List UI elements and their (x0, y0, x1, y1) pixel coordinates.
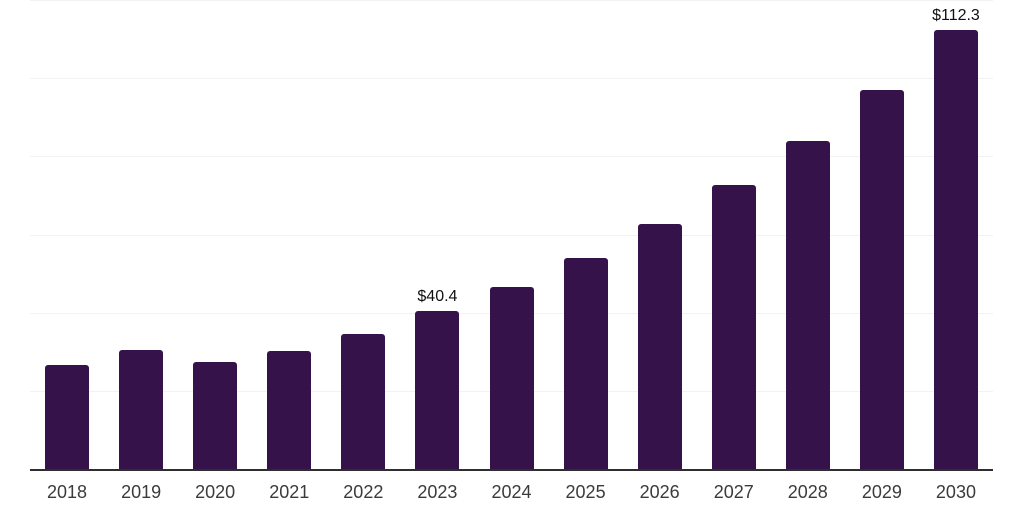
x-tick-2027: 2027 (713, 482, 754, 502)
x-tick-2022: 2022 (343, 482, 384, 502)
x-tick-2024: 2024 (491, 482, 532, 502)
x-tick-2023: 2023 (417, 482, 458, 502)
gridline-120 (30, 0, 993, 1)
x-tick-2020: 2020 (195, 482, 236, 502)
bar-2025 (563, 257, 608, 469)
bar-2026 (637, 223, 682, 469)
bar-value-label-2023: $40.4 (417, 288, 458, 306)
x-tick-2019: 2019 (121, 482, 162, 502)
bar-value-label-2030: $112.3 (932, 7, 980, 25)
bar-2021 (267, 350, 312, 469)
x-tick-2030: 2030 (935, 482, 976, 502)
gridline-60 (30, 234, 993, 236)
x-axis-labels: 2018 2019 2020 2021 2022 2023 2024 2025 2026 2027… (30, 482, 993, 508)
bar-2028 (785, 141, 830, 469)
bar-2023: $40.4 (415, 288, 460, 469)
x-tick-2018: 2018 (47, 482, 88, 502)
gridline-100 (30, 78, 993, 80)
x-tick-2021: 2021 (269, 482, 310, 502)
gridline-80 (30, 156, 993, 158)
x-tick-2025: 2025 (565, 482, 606, 502)
plot-area: $40.4 $112.3 (30, 0, 993, 469)
bar-2020 (193, 361, 238, 469)
x-axis-line (30, 469, 993, 471)
bar-2024 (489, 287, 534, 469)
bar-2022 (341, 333, 386, 469)
bar-2027 (711, 184, 756, 469)
bar-2018 (45, 365, 90, 469)
bar-2029 (859, 90, 904, 469)
x-tick-2026: 2026 (639, 482, 680, 502)
x-tick-2029: 2029 (861, 482, 902, 502)
bar-2019 (119, 350, 164, 469)
x-tick-2028: 2028 (787, 482, 828, 502)
bar-2030: $112.3 (932, 7, 980, 469)
